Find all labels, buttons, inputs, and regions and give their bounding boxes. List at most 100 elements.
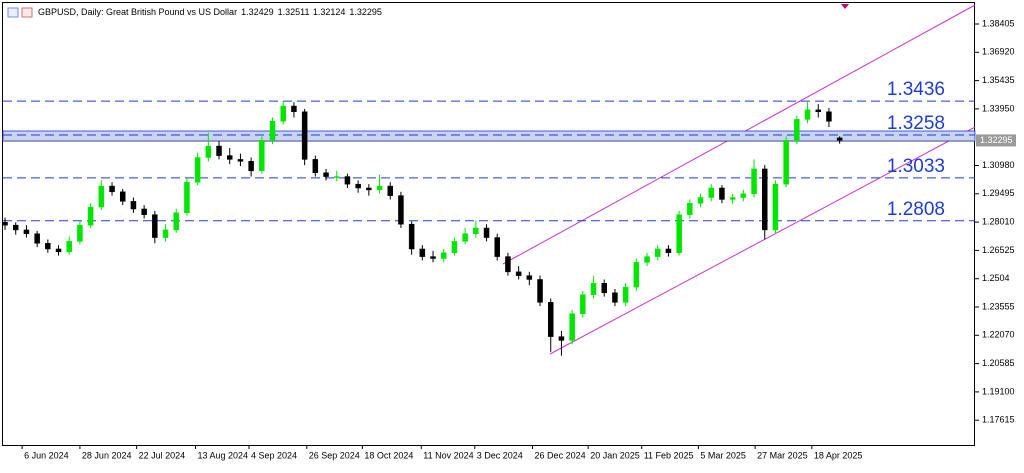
candle-body <box>109 185 115 193</box>
candle-body <box>248 161 254 172</box>
candle-body <box>226 155 233 160</box>
x-tick-label: 26 Dec 2024 <box>535 450 586 460</box>
candle-body <box>654 248 661 257</box>
chart-header: GBPUSD, Daily: Great British Pound vs US… <box>38 7 382 17</box>
candle-body <box>569 313 575 341</box>
candle-body <box>45 243 51 250</box>
x-tick-label: 20 Jan 2025 <box>590 450 640 460</box>
candle-body <box>344 176 351 185</box>
y-tick-label: 1.26525 <box>982 245 1015 255</box>
y-tick-label: 1.36920 <box>982 47 1015 57</box>
x-tick-label: 11 Feb 2025 <box>644 450 694 460</box>
candle-body <box>558 336 565 341</box>
level-label: 1.3258 <box>887 113 945 134</box>
candle-body <box>836 137 843 141</box>
candle-body <box>740 193 747 198</box>
candle-body <box>826 111 832 122</box>
candle-body <box>87 206 94 226</box>
x-tick-label: 28 Jun 2024 <box>82 450 132 460</box>
y-tick-label: 1.30980 <box>982 160 1015 170</box>
candle-body <box>804 109 811 120</box>
price-marker-box <box>976 134 1016 147</box>
candle-body <box>98 185 105 208</box>
x-tick-label: 18 Apr 2025 <box>814 450 863 460</box>
candle-body <box>633 262 640 288</box>
candle-body <box>259 140 265 172</box>
x-tick-label: 4 Sep 2024 <box>251 450 297 460</box>
candle-body <box>12 224 19 231</box>
candle-body <box>152 214 158 238</box>
candle-body <box>719 187 725 200</box>
candle-body <box>66 241 72 253</box>
header-value: 1.32429 <box>241 7 274 17</box>
y-tick-label: 1.35435 <box>982 75 1015 85</box>
toolbar-icons <box>7 7 33 18</box>
candle-body <box>408 223 415 250</box>
candle-body <box>676 214 682 254</box>
icon <box>21 7 33 18</box>
x-tick-label: 3 Dec 2024 <box>477 450 523 460</box>
candle-body <box>494 237 500 257</box>
level-label: 1.3436 <box>887 79 945 100</box>
candle-body <box>751 168 757 194</box>
x-tick-label: 22 Jul 2024 <box>139 450 186 460</box>
candle-body <box>387 185 393 196</box>
candle-body <box>665 248 672 254</box>
candle-body <box>815 109 821 113</box>
x-tick-label: 11 Nov 2024 <box>423 450 473 460</box>
x-tick-label: 27 Mar 2025 <box>757 450 808 460</box>
candle-body <box>772 183 779 231</box>
candle-body <box>644 256 650 263</box>
y-tick-label: 1.28010 <box>982 216 1015 226</box>
candle-body <box>419 248 426 257</box>
candle-body <box>333 176 340 178</box>
x-tick-label: 26 Sep 2024 <box>309 450 360 460</box>
candle-body <box>205 145 212 158</box>
candle-body <box>612 292 618 303</box>
candle-body <box>462 233 468 242</box>
candle-body <box>473 227 479 234</box>
candle-body <box>237 159 244 162</box>
x-tick-label: 18 Oct 2024 <box>364 450 413 460</box>
marker-triangle <box>841 4 849 9</box>
candle-body <box>622 286 629 303</box>
candle-body <box>794 119 800 141</box>
candle-body <box>376 185 383 191</box>
level-label: 1.3033 <box>887 156 945 177</box>
candle-body <box>355 183 361 189</box>
candle-body <box>55 248 62 253</box>
candle-body <box>580 294 586 315</box>
y-tick-label: 1.19100 <box>982 386 1015 396</box>
candle-body <box>547 302 554 337</box>
x-tick-label: 13 Aug 2024 <box>197 450 248 460</box>
candle-body <box>761 168 768 231</box>
candle-body <box>130 201 137 210</box>
candle-body <box>398 195 404 225</box>
level-label: 1.2808 <box>887 199 945 220</box>
candle-body <box>687 202 693 215</box>
candle-body <box>430 256 436 259</box>
candle-body <box>216 145 222 156</box>
y-tick-label: 1.22070 <box>982 330 1015 340</box>
candle-body <box>162 229 169 238</box>
x-tick-label: 6 Jun 2024 <box>24 450 69 460</box>
candle-body <box>141 208 147 215</box>
y-tick-label: 1.20585 <box>982 358 1015 368</box>
candle-body <box>194 157 201 183</box>
candle-body <box>173 212 179 231</box>
x-tick-label: 5 Mar 2025 <box>700 450 746 460</box>
candle-body <box>783 140 789 185</box>
candle-body <box>440 252 447 259</box>
candle-body <box>526 275 533 280</box>
candle-body <box>269 121 276 141</box>
zone <box>2 130 976 142</box>
candle-body <box>291 105 297 113</box>
price-marker: 1.32295 <box>976 134 1016 147</box>
candle-body <box>601 283 607 294</box>
candle-body <box>184 182 190 214</box>
candle-body <box>483 227 490 238</box>
y-tick-label: 1.2504 <box>982 273 1010 283</box>
y-tick-label: 1.33950 <box>982 103 1015 113</box>
candle-body <box>119 191 126 202</box>
